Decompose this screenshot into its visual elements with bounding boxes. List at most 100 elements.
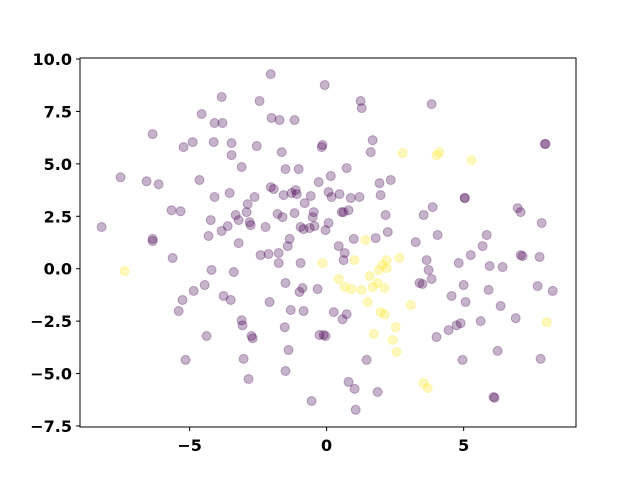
scatter-point [312,284,323,295]
scatter-point [418,210,429,221]
scatter-point [367,135,378,146]
scatter-point [455,318,466,329]
scatter-point [381,263,392,274]
scatter-point [348,233,359,244]
scatter-point [276,147,287,158]
scatter-point [317,140,328,151]
scatter-point [217,117,228,128]
scatter-point [297,282,308,293]
scatter-point [350,404,361,415]
scatter-point [230,210,241,221]
scatter-point [361,354,372,365]
scatter-point [434,147,445,158]
scatter-point [289,208,300,219]
scatter-point [245,220,256,231]
scatter-point [349,255,360,266]
scatter-point [367,281,378,292]
scatter-point [187,137,198,148]
scatter-point [375,307,386,318]
scatter-point [96,221,107,232]
scatter-point [414,277,425,288]
scatter-point [236,162,247,173]
scatter-point [390,322,401,333]
scatter-point [532,281,543,292]
scatter-point [379,282,390,293]
scatter-point [381,255,392,266]
scatter-point [314,329,325,340]
scatter-point [547,285,558,296]
scatter-point [280,366,291,377]
scatter-point [206,264,217,275]
scatter-point [405,299,416,310]
scatter-point [295,221,306,232]
scatter-point [377,259,388,270]
x-tick-label: 5 [458,436,469,455]
scatter-point [251,141,262,152]
scatter-point [216,225,227,236]
scatter-point [277,212,288,223]
scatter-point [203,231,214,242]
scatter-point [280,164,291,175]
scatter-point [489,392,500,403]
scatter-point [308,207,319,218]
scatter-point [247,333,258,344]
scatter-point [173,306,184,317]
scatter-point [535,353,546,364]
scatter-point [309,221,320,232]
scatter-point [443,325,454,336]
scatter-point [264,297,275,308]
scatter-point [147,129,158,140]
scatter-point [459,193,470,204]
scatter-point [375,190,386,201]
scatter-point [306,396,317,407]
scatter-point [209,192,220,203]
scatter-point [218,290,229,301]
scatter-point [536,218,547,229]
scatter-point [515,207,526,218]
scatter-point [283,345,294,356]
scatter-point [475,316,486,327]
y-tick-label: 7.5 [44,102,72,121]
scatter-point [417,279,428,290]
scatter-point [236,315,247,326]
scatter-point [167,253,178,264]
scatter-point [180,354,191,365]
scatter-point [286,188,297,199]
scatter-point [246,331,257,342]
scatter-point [356,284,367,295]
scatter-point [515,250,526,261]
scatter-point [339,247,350,258]
scatter-point [481,229,492,240]
scatter-point [374,178,385,189]
scatter-point [119,266,130,277]
scatter-point [410,237,421,248]
scatter-point [265,69,276,80]
scatter-point [233,215,244,226]
scatter-point [341,163,352,174]
scatter-point [209,117,220,128]
scatter-point [373,264,384,275]
scatter-point [497,262,508,273]
scatter-point [488,392,499,403]
scatter-point [299,198,310,209]
x-tick-label: −5 [177,436,202,455]
y-tick-label: 2.5 [44,207,72,226]
y-tick-label: 0.0 [44,260,72,279]
scatter-point [320,225,331,236]
scatter-point [483,284,494,295]
scatter-point [423,264,434,275]
scatter-point [266,112,277,123]
scatter-point [339,281,350,292]
scatter-point [325,171,336,182]
scatter-point [273,258,284,269]
scatter-point [360,234,371,245]
scatter-point [233,238,244,249]
scatter-point [372,277,383,288]
scatter-point [477,241,488,252]
scatter-point [349,383,360,394]
scatter-point [241,207,252,218]
scatter-point [338,207,349,218]
scatter-point [387,334,398,345]
scatter-point [391,346,402,357]
